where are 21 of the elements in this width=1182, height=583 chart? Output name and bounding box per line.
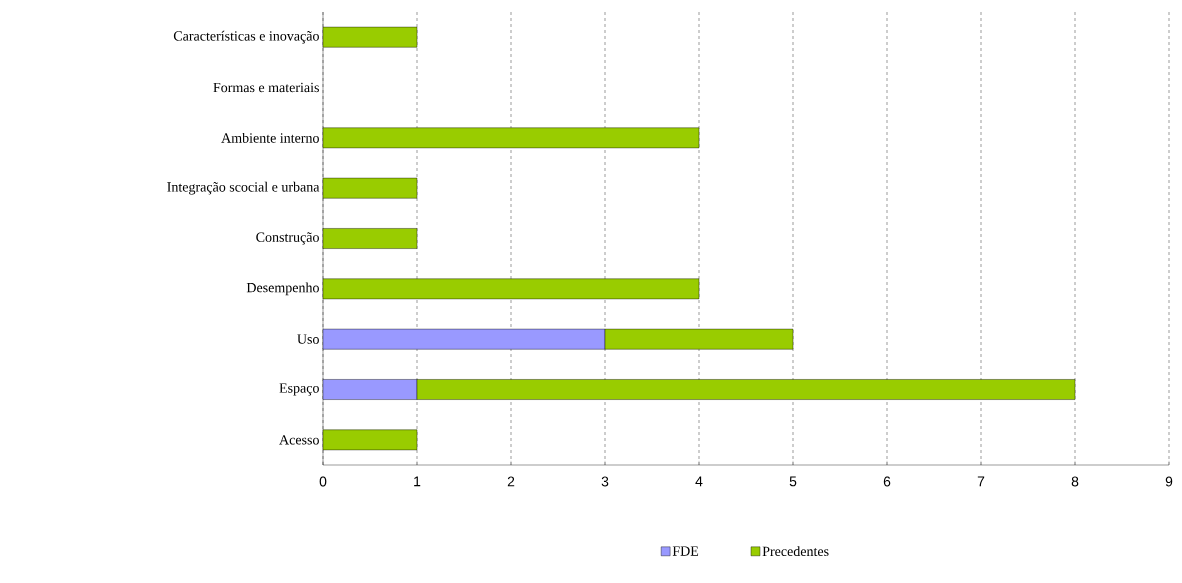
y-tick-label: Ambiente interno [221,132,319,143]
y-tick-label: Características e inovação [173,30,319,44]
legend-label: Precedentes [762,546,829,557]
y-tick-label: Acesso [279,435,319,445]
y-tick-label: Uso [297,334,319,344]
x-tick-label: 6 [883,476,891,487]
x-tick-label: 2 [507,476,515,487]
x-tick-label: 0 [319,476,327,487]
y-tick-label: Desempenho [246,282,319,296]
x-tick-label: 7 [977,476,985,487]
y-tick-label: Integração scocial e urbana [167,181,320,195]
x-tick-label: 8 [1071,476,1079,487]
x-tick-label: 3 [601,476,609,487]
y-tick-label: Espaço [279,383,319,396]
x-tick-label: 5 [789,476,797,487]
y-tick-label: Construção [256,232,319,245]
x-tick-label: 4 [695,476,703,487]
x-tick-label: 1 [414,476,421,487]
x-tick-label: 9 [1165,476,1173,487]
legend-label: FDE [672,546,699,556]
y-tick-label: Formas e materiais [213,82,319,93]
